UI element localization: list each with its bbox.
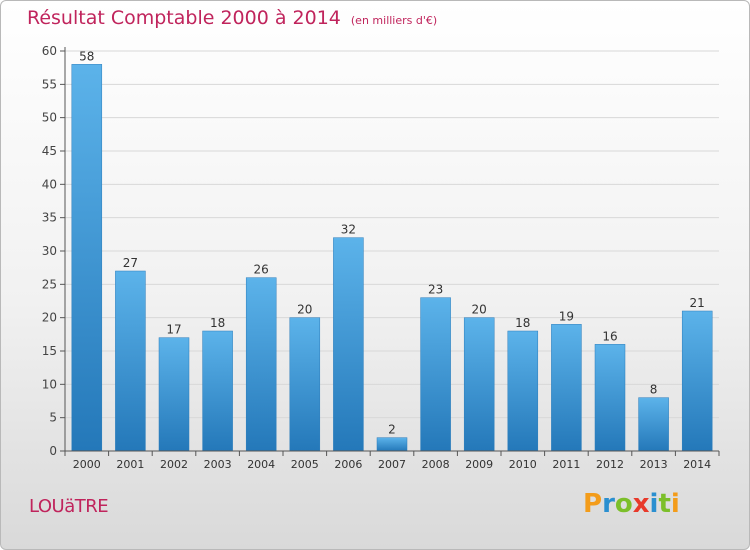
data-label-2003: 18 [210, 316, 225, 330]
bar-2004 [245, 277, 277, 452]
data-label-2002: 17 [166, 323, 181, 337]
data-label-2006: 32 [341, 223, 356, 237]
bar-2007 [376, 437, 408, 452]
bar-2012 [594, 344, 626, 452]
town-name: LOUäTRE [29, 496, 109, 517]
data-label-2014: 21 [690, 296, 705, 310]
data-label-2013: 8 [650, 383, 658, 397]
data-label-2010: 18 [515, 316, 530, 330]
bar-2009 [463, 317, 495, 452]
bar-2003 [202, 330, 233, 452]
x-tick-label-2000: 2000 [73, 458, 101, 471]
data-label-2009: 20 [472, 303, 487, 317]
x-tick-label-2008: 2008 [422, 458, 450, 471]
chart-unit: (en milliers d'€) [350, 14, 438, 27]
data-label-2004: 26 [254, 263, 269, 277]
labels: 0 5 10 15 20 25 30 35 40 45 50 55 60 58 2000 27 2001 17 20… [42, 44, 711, 471]
bar-2006 [333, 237, 364, 452]
data-label-2011: 19 [559, 309, 574, 323]
x-tick-label-2011: 2011 [552, 458, 580, 471]
bar-2014 [681, 310, 713, 452]
bars [71, 64, 713, 452]
bar-2005 [289, 317, 321, 452]
x-tick-label-2013: 2013 [640, 458, 668, 471]
x-tick-label-2007: 2007 [378, 458, 406, 471]
x-tick-label-2009: 2009 [465, 458, 493, 471]
y-tick-label-60: 60 [42, 44, 57, 58]
y-tick-label-0: 0 [49, 444, 57, 458]
bar-2013 [638, 397, 669, 452]
x-tick-label-2010: 2010 [509, 458, 537, 471]
bar-2008 [420, 297, 451, 452]
data-label-2005: 20 [297, 303, 312, 317]
chart-title: Résultat Comptable 2000 à 2014 (en millie… [27, 7, 437, 29]
data-label-2007: 2 [388, 423, 396, 437]
x-tick-label-2004: 2004 [247, 458, 275, 471]
data-label-2008: 23 [428, 283, 443, 297]
y-tick-label-15: 15 [42, 344, 57, 358]
y-tick-label-40: 40 [42, 177, 57, 191]
x-tick-label-2003: 2003 [204, 458, 232, 471]
y-tick-label-10: 10 [42, 377, 57, 391]
y-tick-label-50: 50 [42, 111, 57, 125]
x-tick-label-2002: 2002 [160, 458, 188, 471]
data-label-2000: 58 [79, 49, 94, 63]
x-tick-label-2012: 2012 [596, 458, 624, 471]
y-tick-label-45: 45 [42, 144, 57, 158]
bar-2000 [71, 64, 103, 452]
x-tick-label-2001: 2001 [116, 458, 144, 471]
proxiti-logo[interactable]: Proxiti [583, 489, 680, 519]
x-tick-label-2006: 2006 [334, 458, 362, 471]
data-label-2012: 16 [602, 329, 617, 343]
x-tick-label-2005: 2005 [291, 458, 319, 471]
bar-2002 [158, 337, 190, 452]
y-tick-label-25: 25 [42, 277, 57, 291]
axes [60, 47, 720, 456]
chart-title-text: Résultat Comptable 2000 à 2014 [27, 7, 341, 29]
bar-2001 [115, 270, 146, 452]
y-tick-label-20: 20 [42, 311, 57, 325]
y-tick-label-35: 35 [42, 211, 57, 225]
bar-2011 [551, 324, 582, 452]
bar-2010 [507, 330, 539, 452]
y-tick-label-55: 55 [42, 77, 57, 91]
x-tick-label-2014: 2014 [683, 458, 711, 471]
data-label-2001: 27 [123, 256, 138, 270]
y-tick-label-5: 5 [49, 411, 57, 425]
y-tick-label-30: 30 [42, 244, 57, 258]
